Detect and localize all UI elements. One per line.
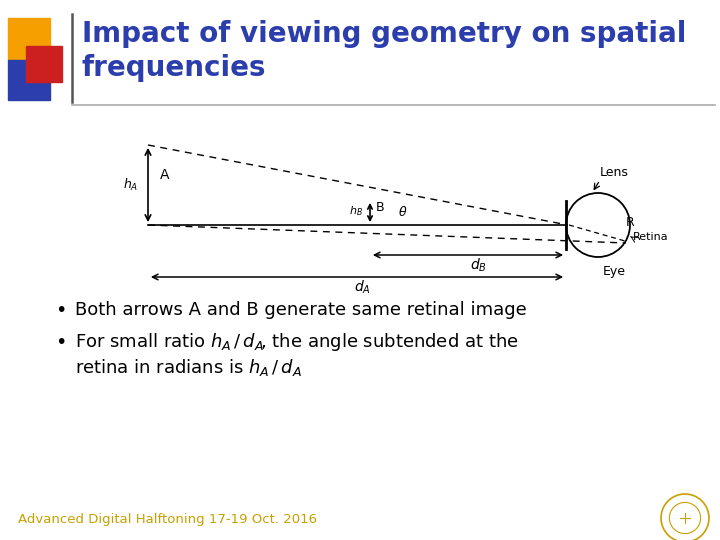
Text: Retina: Retina [633, 232, 669, 242]
Text: $\theta$: $\theta$ [398, 205, 408, 219]
Text: $d_A$: $d_A$ [354, 279, 370, 296]
Bar [26, 46, 62, 82]
Text: •: • [55, 333, 66, 352]
Text: $d_B$: $d_B$ [469, 257, 487, 274]
Text: retina in radians is $h_A\,/\,d_A$: retina in radians is $h_A\,/\,d_A$ [75, 357, 302, 379]
Text: Eye: Eye [603, 265, 626, 278]
Text: Both arrows A and B generate same retinal image: Both arrows A and B generate same retina… [75, 301, 527, 319]
Text: Advanced Digital Halftoning 17-19 Oct. 2016: Advanced Digital Halftoning 17-19 Oct. 2… [18, 513, 317, 526]
Text: Impact of viewing geometry on spatial: Impact of viewing geometry on spatial [82, 20, 686, 48]
Text: R: R [626, 215, 635, 228]
Text: Lens: Lens [600, 166, 629, 179]
Text: frequencies: frequencies [82, 54, 266, 82]
Text: A: A [160, 168, 169, 182]
Text: B: B [376, 201, 384, 214]
Text: For small ratio $h_A\,/\,d_A\!$, the angle subtended at the: For small ratio $h_A\,/\,d_A\!$, the ang… [75, 331, 518, 353]
Bar [8, 18, 50, 60]
Bar [8, 60, 50, 100]
Text: $h_A$: $h_A$ [123, 177, 139, 193]
Text: •: • [55, 300, 66, 320]
Text: $h_B$: $h_B$ [349, 205, 363, 218]
